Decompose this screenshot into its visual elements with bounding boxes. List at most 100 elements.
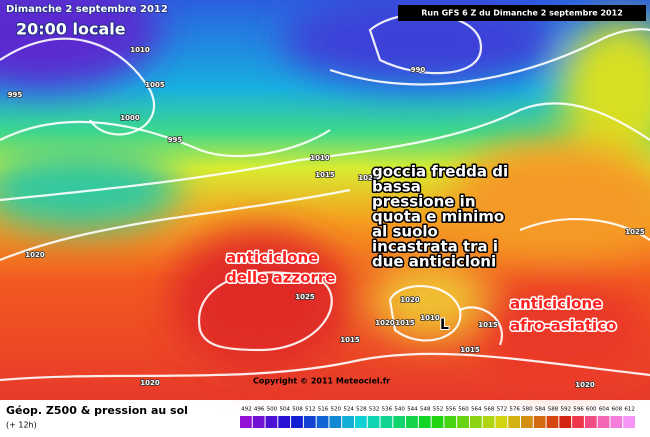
scale-label: 536: [382, 407, 393, 413]
scale-label: 520: [331, 407, 342, 413]
copyright: Copyright © 2011 Meteociel.fr: [253, 377, 390, 386]
isobar-label: 1015: [395, 319, 415, 327]
scale-label: 548: [420, 407, 431, 413]
isobars: [0, 12, 650, 382]
isobar-label: 1000: [120, 114, 140, 122]
scale-swatch: [406, 416, 418, 428]
annotation-line: anticiclone: [226, 249, 318, 267]
annotation-line: al suolo: [372, 223, 438, 241]
annotation-line: bassa: [372, 178, 421, 196]
legend-title: Géop. Z500 & pression au sol: [6, 404, 188, 417]
isobar-label: 1020: [400, 296, 420, 304]
scale-swatch: [240, 416, 252, 428]
isobar-label: 1015: [315, 171, 335, 179]
scale-label: 516: [318, 407, 329, 413]
scale-label: 552: [433, 407, 444, 413]
scale-swatch: [495, 416, 508, 428]
isobar-label: 1015: [340, 336, 360, 344]
isobar-label: 1015: [460, 346, 480, 354]
scale-label: 528: [356, 407, 367, 413]
scale-label: 564: [471, 407, 482, 413]
scale-label: 540: [394, 407, 405, 413]
isobar-label: 1020: [358, 174, 378, 182]
scale-swatch: [393, 416, 406, 428]
isobar-label: 995: [168, 136, 183, 144]
map-time: 20:00 locale: [16, 20, 126, 39]
scale-label: 568: [484, 407, 495, 413]
scale-swatch: [303, 416, 316, 428]
isobar-label: 1010: [420, 314, 440, 322]
isobar-label: 1025: [625, 228, 645, 236]
scale-swatch: [597, 416, 610, 428]
annotation-line: afro-asiatico: [510, 317, 616, 335]
isobar-label: 990: [411, 66, 426, 74]
scale-label: 576: [509, 407, 520, 413]
scale-label: 608: [612, 407, 623, 413]
map-date: Dimanche 2 septembre 2012: [6, 4, 168, 15]
annotation-line: delle azzorre: [226, 269, 335, 287]
scale-swatch: [265, 416, 278, 428]
scale-swatch: [418, 416, 431, 428]
isobar-label: 1015: [478, 321, 498, 329]
scale-label: 604: [599, 407, 610, 413]
scale-label: 584: [535, 407, 546, 413]
scale-swatch: [572, 416, 584, 428]
isobar-label: 1020: [375, 319, 395, 327]
scale-label: 560: [458, 407, 469, 413]
scale-label: 592: [560, 407, 571, 413]
scale-label: 532: [369, 407, 380, 413]
scale-label: 580: [522, 407, 533, 413]
scale-swatch: [380, 416, 393, 428]
scale-swatch: [316, 416, 329, 428]
scale-swatch: [584, 416, 597, 428]
scale-label: 596: [573, 407, 584, 413]
scale-swatch: [469, 416, 482, 428]
scale-swatch: [354, 416, 367, 428]
scale-label: 492: [241, 407, 252, 413]
scale-swatch: [559, 416, 572, 428]
annotation-line: due anticicloni: [372, 253, 496, 271]
scale-label: 544: [407, 407, 418, 413]
isobar-label: 1020: [25, 251, 45, 259]
scale-swatch: [329, 416, 342, 428]
isobar-label: 1020: [575, 381, 595, 389]
scale-swatch: [610, 416, 623, 428]
annotation-line: quota e minimo: [372, 208, 504, 226]
isobar-label: 995: [8, 91, 23, 99]
scale-label: 504: [279, 407, 290, 413]
scale-swatch: [291, 416, 303, 428]
scale-label: 600: [586, 407, 597, 413]
scale-swatch: [278, 416, 291, 428]
scale-label: 556: [446, 407, 457, 413]
scale-swatch: [252, 416, 265, 428]
scale-label: 496: [254, 407, 265, 413]
scale-label: 588: [548, 407, 559, 413]
annotation-line: pressione in: [372, 193, 476, 211]
isobar-label: 1025: [295, 293, 315, 301]
scale-swatch: [367, 416, 380, 428]
scale-swatch: [508, 416, 521, 428]
isobar-label: 1005: [145, 81, 165, 89]
field-shading: [0, 0, 650, 380]
annotation-line: anticiclone: [510, 295, 602, 313]
isobar-label: 1010: [310, 154, 330, 162]
scale-swatch: [546, 416, 559, 428]
scale-swatch: [444, 416, 457, 428]
run-box: [398, 5, 646, 21]
scale-swatch: [342, 416, 354, 428]
scale-swatch: [482, 416, 495, 428]
low-marker: L: [440, 317, 449, 333]
scale-label: 508: [292, 407, 303, 413]
scale-label: 524: [343, 407, 354, 413]
scale-label: 572: [497, 407, 508, 413]
scale-swatch: [623, 416, 635, 428]
annotation-line: goccia fredda di: [372, 163, 508, 181]
legend-subtitle: (+ 12h): [6, 421, 37, 430]
scale-label: 612: [624, 407, 635, 413]
isobar-label: 1020: [140, 379, 160, 387]
scale-swatch: [457, 416, 469, 428]
scale-swatch: [521, 416, 533, 428]
scale-label: 512: [305, 407, 316, 413]
scale-label: 500: [267, 407, 278, 413]
